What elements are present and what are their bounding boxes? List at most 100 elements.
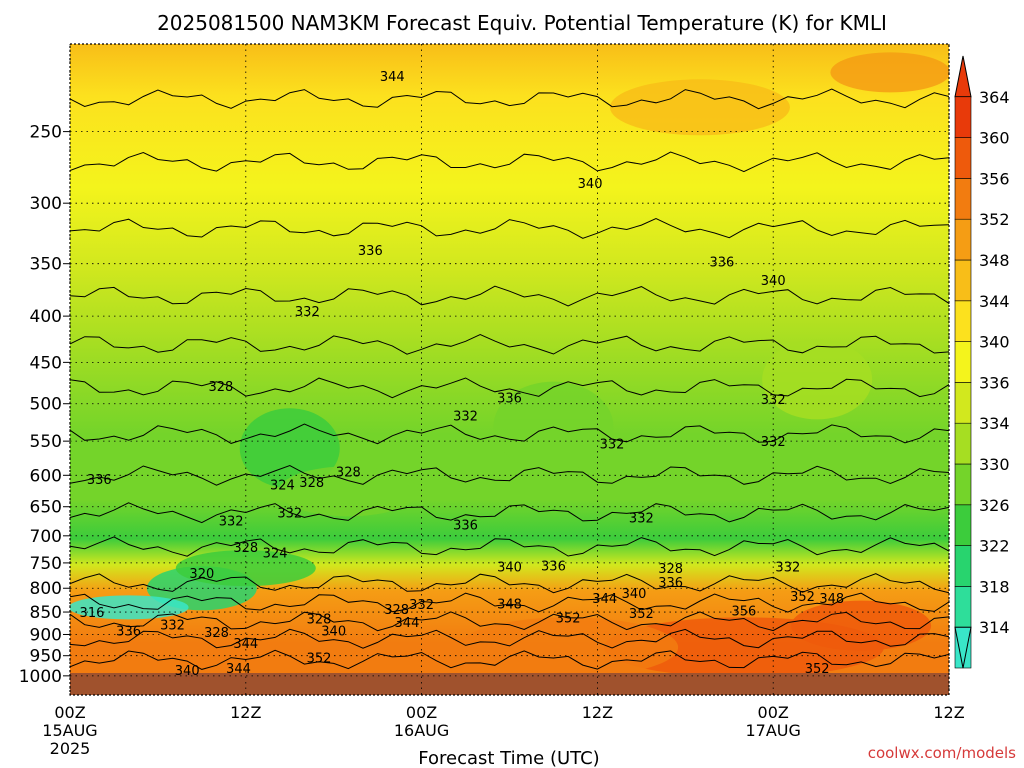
y-tick-label: 950 bbox=[30, 647, 62, 667]
x-tick-date-label: 15AUG bbox=[42, 721, 97, 740]
contour-value-label: 340 bbox=[175, 664, 200, 679]
y-tick-label: 450 bbox=[30, 353, 62, 373]
colorbar-label: 352 bbox=[979, 210, 1010, 229]
contour-value-label: 352 bbox=[556, 612, 581, 627]
contour-line bbox=[70, 464, 949, 486]
contour-value-label: 320 bbox=[189, 567, 214, 582]
y-tick-label: 700 bbox=[30, 527, 62, 547]
y-tick-label: 750 bbox=[30, 554, 62, 574]
colorbar-swatch bbox=[954, 218, 972, 261]
colorbar-label: 336 bbox=[979, 373, 1010, 392]
colorbar-label: 356 bbox=[979, 169, 1010, 188]
contour-line bbox=[70, 285, 949, 307]
field-patch bbox=[609, 79, 790, 136]
contour-value-label: 332 bbox=[160, 618, 185, 633]
y-axis-tick-labels: 2503003504004505005506006507007508008509… bbox=[19, 123, 70, 687]
field-patch bbox=[458, 617, 679, 678]
x-tick-date-label: 16AUG bbox=[394, 721, 449, 740]
contour-value-label: 336 bbox=[116, 625, 141, 640]
contour-line bbox=[70, 649, 949, 670]
x-tick-year-label: 2025 bbox=[50, 739, 91, 758]
x-tick-label: 00Z bbox=[406, 703, 437, 722]
colorbar-swatch bbox=[954, 586, 972, 628]
contour-value-label: 336 bbox=[710, 255, 735, 270]
colorbar-label: 348 bbox=[979, 251, 1010, 270]
contour-value-label: 328 bbox=[204, 626, 229, 641]
contour-value-label: 316 bbox=[80, 606, 105, 621]
colorbar-top-arrow bbox=[954, 55, 972, 98]
contour-line bbox=[70, 377, 949, 399]
contour-value-label: 328 bbox=[658, 562, 683, 577]
y-tick-label: 650 bbox=[30, 498, 62, 518]
contour-value-label: 336 bbox=[497, 391, 522, 406]
contour-value-label: 328 bbox=[208, 380, 233, 395]
contour-lines bbox=[70, 88, 949, 670]
y-tick-label: 550 bbox=[30, 432, 62, 452]
y-tick-label: 350 bbox=[30, 255, 62, 275]
contour-value-label: 352 bbox=[790, 590, 815, 605]
contour-value-label: 336 bbox=[541, 560, 566, 575]
colorbar-label: 318 bbox=[979, 577, 1010, 596]
contour-value-label: 340 bbox=[622, 587, 647, 602]
contour-value-label: 344 bbox=[592, 592, 617, 607]
y-tick-label: 600 bbox=[30, 466, 62, 486]
contour-value-label: 348 bbox=[497, 598, 522, 613]
contour-line bbox=[70, 611, 949, 632]
contour-value-label: 344 bbox=[380, 70, 405, 85]
colorbar-swatch bbox=[954, 504, 972, 546]
colorbar-swatch bbox=[954, 422, 972, 465]
colorbar: 314 318 322 326 330 334 336 340 344 348 352 356 360 3… bbox=[954, 55, 1010, 669]
contour-value-label: 332 bbox=[409, 598, 434, 613]
x-tick-label: 12Z bbox=[933, 703, 964, 722]
field-patch bbox=[830, 52, 949, 93]
x-axis-title: Forecast Time (UTC) bbox=[418, 748, 599, 768]
colorbar-label: 314 bbox=[979, 618, 1010, 637]
contour-value-label: 332 bbox=[761, 393, 786, 408]
contour-value-label: 332 bbox=[775, 561, 800, 576]
x-tick-date-label: 17AUG bbox=[745, 721, 800, 740]
y-tick-label: 800 bbox=[30, 579, 62, 599]
contour-value-label: 332 bbox=[295, 305, 320, 320]
contour-value-label: 348 bbox=[819, 592, 844, 607]
y-tick-label: 900 bbox=[30, 625, 62, 645]
contour-value-label: 328 bbox=[299, 476, 324, 491]
chart-title: 2025081500 NAM3KM Forecast Equiv. Potent… bbox=[157, 11, 887, 35]
x-tick-label: 00Z bbox=[758, 703, 789, 722]
colorbar-swatch bbox=[954, 300, 972, 342]
contour-value-label: 332 bbox=[761, 435, 786, 450]
contour-value-label: 336 bbox=[453, 518, 478, 533]
plot-frame bbox=[69, 43, 950, 696]
contour-value-label: 340 bbox=[321, 625, 346, 640]
contour-line bbox=[70, 628, 949, 649]
contour-value-label: 340 bbox=[497, 561, 522, 576]
colorbar-label: 330 bbox=[979, 455, 1010, 474]
field-patch bbox=[278, 466, 419, 517]
contour-value-label: 324 bbox=[270, 478, 295, 493]
y-tick-label: 400 bbox=[30, 307, 62, 327]
contour-value-label: 328 bbox=[233, 541, 258, 556]
contour-line bbox=[70, 592, 949, 613]
contour-value-label: 332 bbox=[629, 511, 654, 526]
contour-line bbox=[70, 573, 949, 594]
contour-value-label: 344 bbox=[233, 637, 258, 652]
field-patches bbox=[70, 52, 949, 678]
contour-value-label: 332 bbox=[277, 507, 302, 522]
contour-value-label: 336 bbox=[658, 576, 683, 591]
colorbar-label: 364 bbox=[979, 88, 1010, 107]
contour-value-label: 328 bbox=[307, 612, 332, 627]
colorbar-label: 326 bbox=[979, 496, 1010, 515]
colorbar-label: 344 bbox=[979, 292, 1010, 311]
y-tick-label: 1000 bbox=[19, 667, 62, 687]
contour-value-label: 352 bbox=[307, 651, 332, 666]
contour-value-label: 352 bbox=[629, 607, 654, 622]
contour-value-label: 344 bbox=[226, 662, 251, 677]
contour-value-label: 336 bbox=[87, 473, 112, 488]
colorbar-swatch bbox=[954, 545, 972, 587]
contour-value-label: 340 bbox=[761, 274, 786, 289]
y-tick-label: 300 bbox=[30, 194, 62, 214]
contour-value-label: 328 bbox=[336, 465, 361, 480]
